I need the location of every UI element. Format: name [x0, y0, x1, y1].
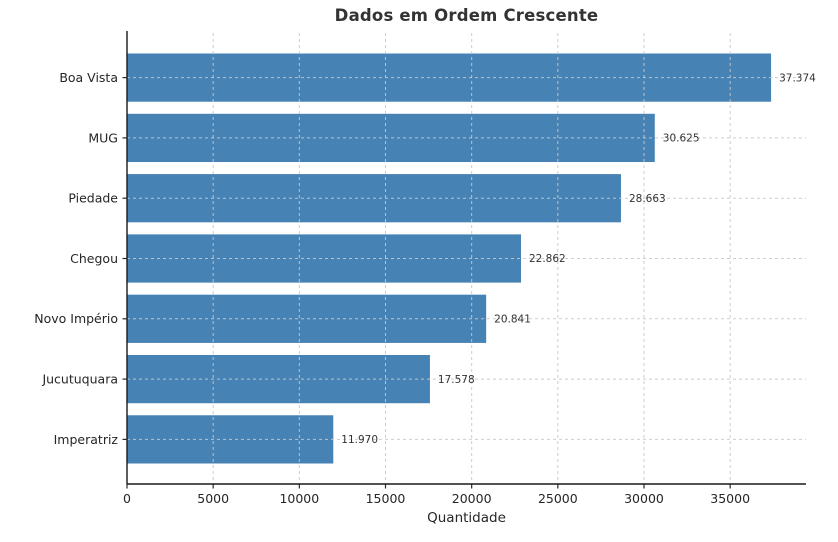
bar [127, 234, 521, 283]
bar-value-label: 17.578 [438, 374, 475, 386]
x-tick-label: 30000 [624, 491, 664, 506]
x-tick-label: 10000 [279, 491, 319, 506]
y-tick-label: Jucutuquara [41, 371, 118, 386]
bar-value-label: 37.374 [779, 72, 816, 84]
bar-value-label: 22.862 [529, 253, 566, 265]
y-tick-label: Piedade [68, 191, 118, 206]
bar-value-label: 20.841 [494, 313, 531, 325]
x-tick-label: 25000 [538, 491, 578, 506]
bar-value-label: 28.663 [629, 193, 666, 205]
x-tick-label: 15000 [366, 491, 406, 506]
y-tick-label: Imperatriz [54, 432, 119, 447]
y-tick-label: Chegou [70, 251, 118, 266]
y-tick-label: MUG [88, 130, 118, 145]
y-tick-label: Novo Império [34, 311, 118, 326]
y-tick-label: Boa Vista [59, 70, 118, 85]
chart-title: Dados em Ordem Crescente [334, 6, 599, 25]
bar-value-label: 30.625 [663, 133, 700, 145]
bar [127, 294, 487, 343]
x-axis-label: Quantidade [427, 510, 506, 526]
x-tick-label: 0 [123, 491, 131, 506]
x-tick-label: 5000 [197, 491, 229, 506]
bar-value-label: 11.970 [341, 434, 378, 446]
x-tick-label: 35000 [710, 491, 750, 506]
x-tick-label: 20000 [452, 491, 492, 506]
